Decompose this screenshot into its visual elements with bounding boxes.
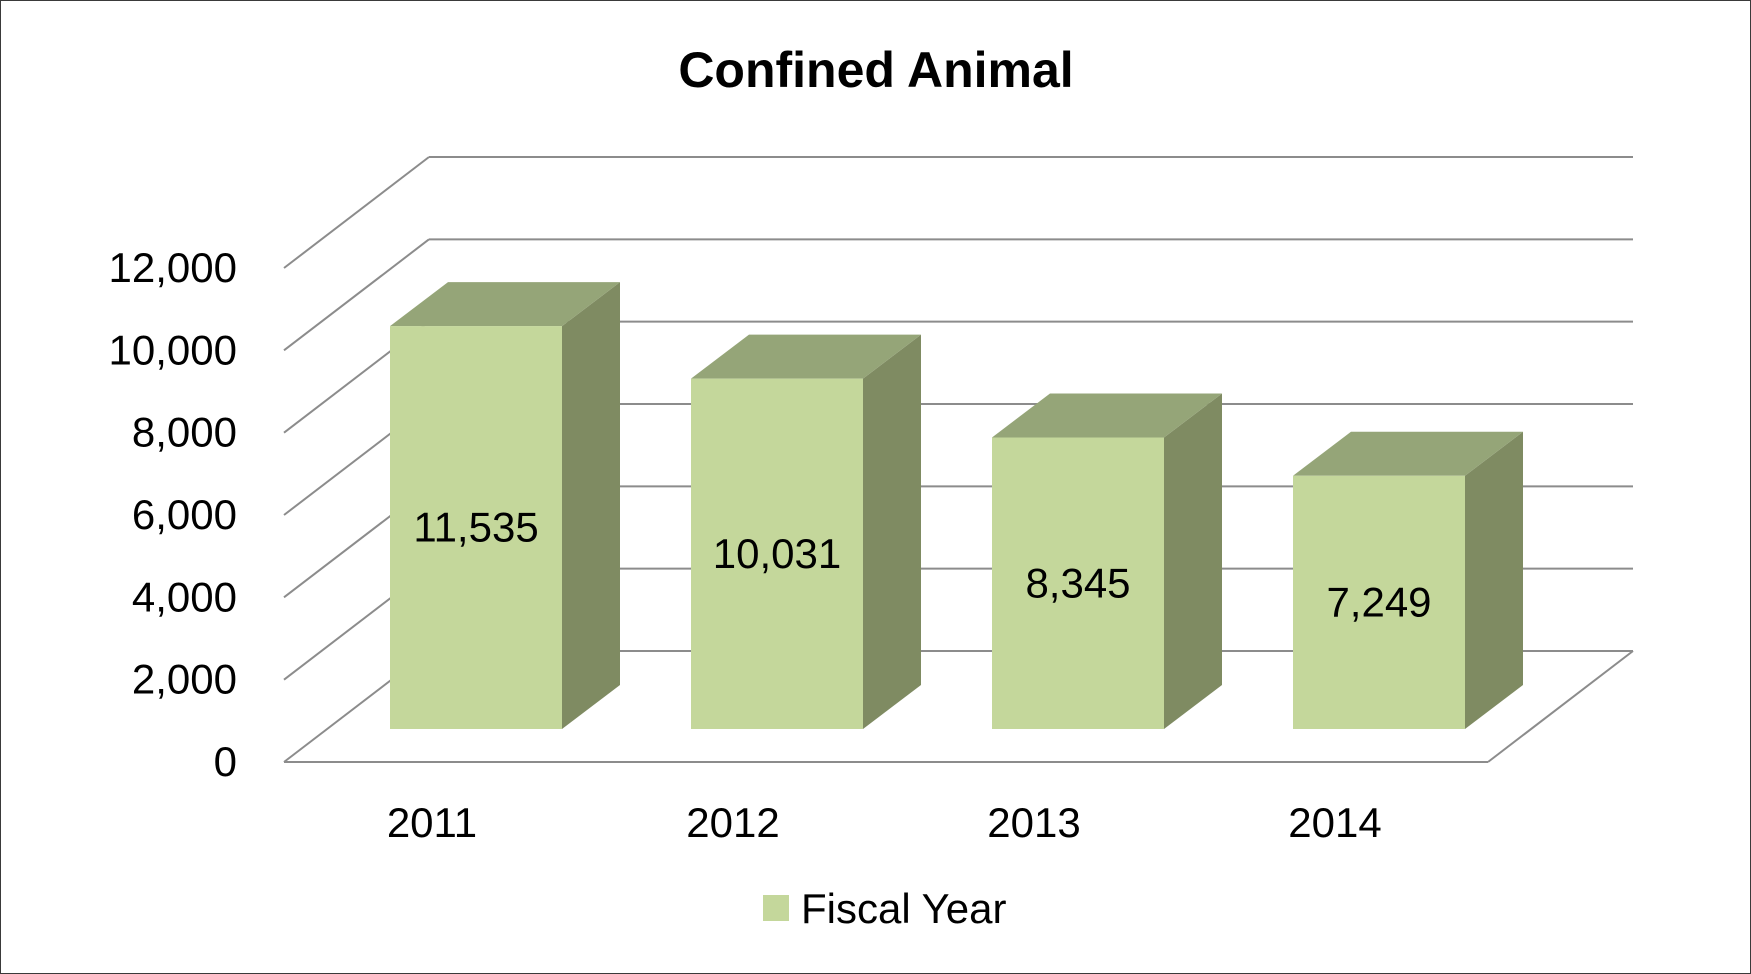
- bar-2011[interactable]: [390, 282, 620, 729]
- legend-label: Fiscal Year: [801, 885, 1006, 932]
- x-tick-label: 2013: [987, 799, 1080, 846]
- x-axis: 2011 2012 2013 2014: [387, 799, 1382, 846]
- legend-swatch: [763, 895, 789, 921]
- bar-top: [691, 334, 921, 379]
- data-labels: 11,535 10,031 8,345 7,249: [413, 504, 1431, 626]
- data-label-2012: 10,031: [713, 530, 841, 577]
- bars: [390, 282, 1523, 729]
- bar-top: [992, 393, 1222, 438]
- bar-front: [1293, 475, 1465, 729]
- bar-side: [863, 334, 921, 729]
- bar-2012[interactable]: [691, 334, 921, 729]
- bar-front: [992, 437, 1164, 729]
- bar-side: [562, 282, 620, 729]
- y-tick-label: 4,000: [132, 573, 237, 620]
- bar-top: [390, 282, 620, 327]
- y-tick-label: 0: [214, 738, 237, 785]
- x-tick-label: 2012: [686, 799, 779, 846]
- bar-top: [1293, 431, 1523, 476]
- x-tick-label: 2011: [387, 799, 477, 846]
- chart-title: Confined Animal: [678, 42, 1073, 98]
- bar-side: [1164, 393, 1222, 729]
- y-tick-label: 6,000: [132, 491, 237, 538]
- x-tick-label: 2014: [1288, 799, 1381, 846]
- bar-side: [1465, 431, 1523, 729]
- y-axis: 0 2,000 4,000 6,000 8,000 10,000 12,000: [109, 244, 237, 785]
- gridline-side: [283, 238, 430, 352]
- y-tick-label: 12,000: [109, 244, 237, 291]
- bar-front: [691, 378, 863, 729]
- gridline-side: [283, 156, 430, 269]
- data-label-2011: 11,535: [413, 504, 538, 551]
- bar-2013[interactable]: [992, 393, 1222, 729]
- data-label-2013: 8,345: [1025, 559, 1130, 606]
- y-tick-label: 2,000: [132, 656, 237, 703]
- y-tick-label: 10,000: [109, 326, 237, 373]
- data-label-2014: 7,249: [1326, 578, 1431, 625]
- bar-front: [390, 326, 562, 729]
- legend[interactable]: Fiscal Year: [763, 885, 1006, 932]
- floor-right-edge: [1487, 650, 1634, 763]
- y-tick-label: 8,000: [132, 409, 237, 456]
- bar-2014[interactable]: [1293, 431, 1523, 729]
